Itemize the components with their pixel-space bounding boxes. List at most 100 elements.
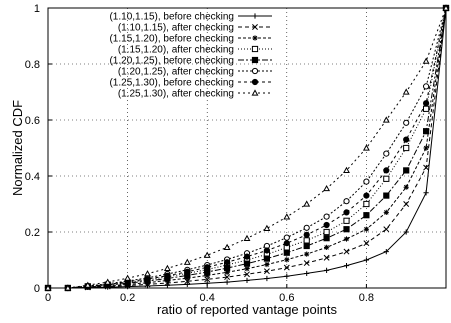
grid [48, 8, 446, 288]
data-point-triangle [362, 144, 370, 151]
data-point-x [224, 274, 231, 281]
data-point-circle [251, 67, 259, 75]
x-axis: 0 0.2 0.4 0.6 0.8 [45, 284, 374, 304]
data-point-plus [324, 267, 330, 273]
legend-label: (1.20,1.25), before checking [109, 56, 234, 67]
legend-item: (1.20,1.25), after checking [118, 67, 272, 78]
y-tick-label: 0 [34, 283, 40, 295]
data-point-triangle [442, 4, 450, 11]
y-axis: 0 0.2 0.4 0.6 0.8 1 [25, 3, 52, 295]
data-point-x [252, 24, 258, 30]
data-point-plus [184, 281, 190, 287]
data-point-x [244, 271, 250, 278]
data-point-x [383, 226, 390, 233]
data-point-square [323, 228, 330, 236]
x-tick-label: 0.6 [279, 292, 294, 304]
data-point-triangle [44, 284, 52, 291]
data-point-triangle [422, 57, 430, 64]
data-point-circle [204, 264, 211, 271]
plot-frame [47, 7, 447, 289]
data-point-x [423, 164, 430, 171]
data-point-asterisk [284, 257, 290, 263]
data-point-triangle [283, 213, 291, 220]
data-point-circle [184, 268, 191, 275]
data-point-plus [244, 277, 250, 284]
legend-item: (1.25,1.30), after checking [118, 89, 272, 100]
data-point-circle [343, 209, 350, 216]
data-point-triangle [144, 270, 151, 277]
data-point-circle [303, 231, 310, 238]
legend-label: (1.25,1.30), before checking [109, 78, 234, 89]
data-point-square [403, 144, 410, 152]
data-point-asterisk [423, 145, 429, 151]
data-point-plus [204, 280, 210, 286]
data-point-x [204, 276, 211, 283]
x-axis-label: ratio of reported vantage points [157, 302, 337, 317]
legend-label: (1.15,1.20), before checking [109, 34, 234, 45]
data-point-circle [283, 234, 290, 241]
data-point-asterisk [343, 236, 350, 242]
data-point-asterisk [304, 251, 310, 257]
legend-item: (1.10,1.15), after checking [118, 23, 272, 34]
legend-item: (1.10,1.15), before checking [109, 12, 272, 23]
data-point-plus [304, 270, 310, 277]
data-point-triangle [203, 251, 211, 258]
data-point-x [343, 248, 350, 255]
data-point-asterisk [204, 272, 210, 278]
data-point-asterisk [252, 35, 258, 41]
series-line [48, 7, 447, 289]
legend-item: (1.20,1.25), before checking [109, 56, 272, 67]
data-point-plus [252, 13, 258, 19]
data-point-triangle [64, 284, 72, 291]
data-point-circle [363, 178, 370, 185]
data-point-circle [164, 272, 171, 279]
series-layer [44, 4, 450, 292]
data-point-asterisk [264, 261, 270, 268]
data-point-plus [383, 249, 389, 255]
legend-label: (1.10,1.15), before checking [109, 12, 234, 23]
data-point-circle [224, 259, 231, 266]
data-point-plus [363, 257, 369, 263]
data-point-triangle [104, 278, 112, 285]
data-point-circle [251, 78, 259, 86]
data-point-triangle [183, 258, 191, 265]
data-point-plus [343, 263, 350, 269]
series-line [48, 7, 447, 289]
data-point-plus [423, 190, 429, 196]
data-point-x [303, 260, 310, 267]
legend-label: (1.25,1.30), after checking [118, 89, 234, 100]
series-line [48, 7, 447, 289]
data-point-square [303, 242, 310, 250]
data-point-square [363, 212, 370, 219]
data-point-square [423, 105, 430, 112]
data-point-circle [343, 198, 350, 205]
data-point-square [251, 56, 259, 64]
data-point-circle [283, 240, 290, 247]
data-point-triangle [243, 234, 251, 242]
data-point-square [363, 200, 370, 208]
data-point-circle [423, 83, 430, 90]
data-point-circle [303, 224, 310, 231]
data-point-square [323, 235, 330, 242]
data-point-triangle [223, 243, 231, 250]
data-point-triangle [124, 274, 132, 281]
data-point-circle [363, 192, 370, 199]
data-point-triangle [263, 224, 271, 231]
y-tick-label: 0.2 [25, 227, 40, 239]
series-line [48, 7, 447, 289]
data-point-circle [144, 275, 151, 283]
data-point-circle [243, 253, 251, 260]
series-group [44, 4, 450, 291]
y-axis-label: Normalized CDF [10, 100, 25, 196]
data-point-circle [423, 100, 430, 107]
data-point-asterisk [324, 244, 330, 250]
data-point-plus [224, 279, 230, 285]
y-tick-label: 0.6 [25, 115, 40, 127]
data-point-square [403, 167, 410, 174]
legend-label: (1.15,1.20), after checking [118, 45, 234, 56]
data-point-circle [323, 213, 330, 220]
data-point-triangle [382, 116, 390, 123]
data-point-square [383, 175, 390, 182]
data-point-triangle [84, 281, 92, 288]
